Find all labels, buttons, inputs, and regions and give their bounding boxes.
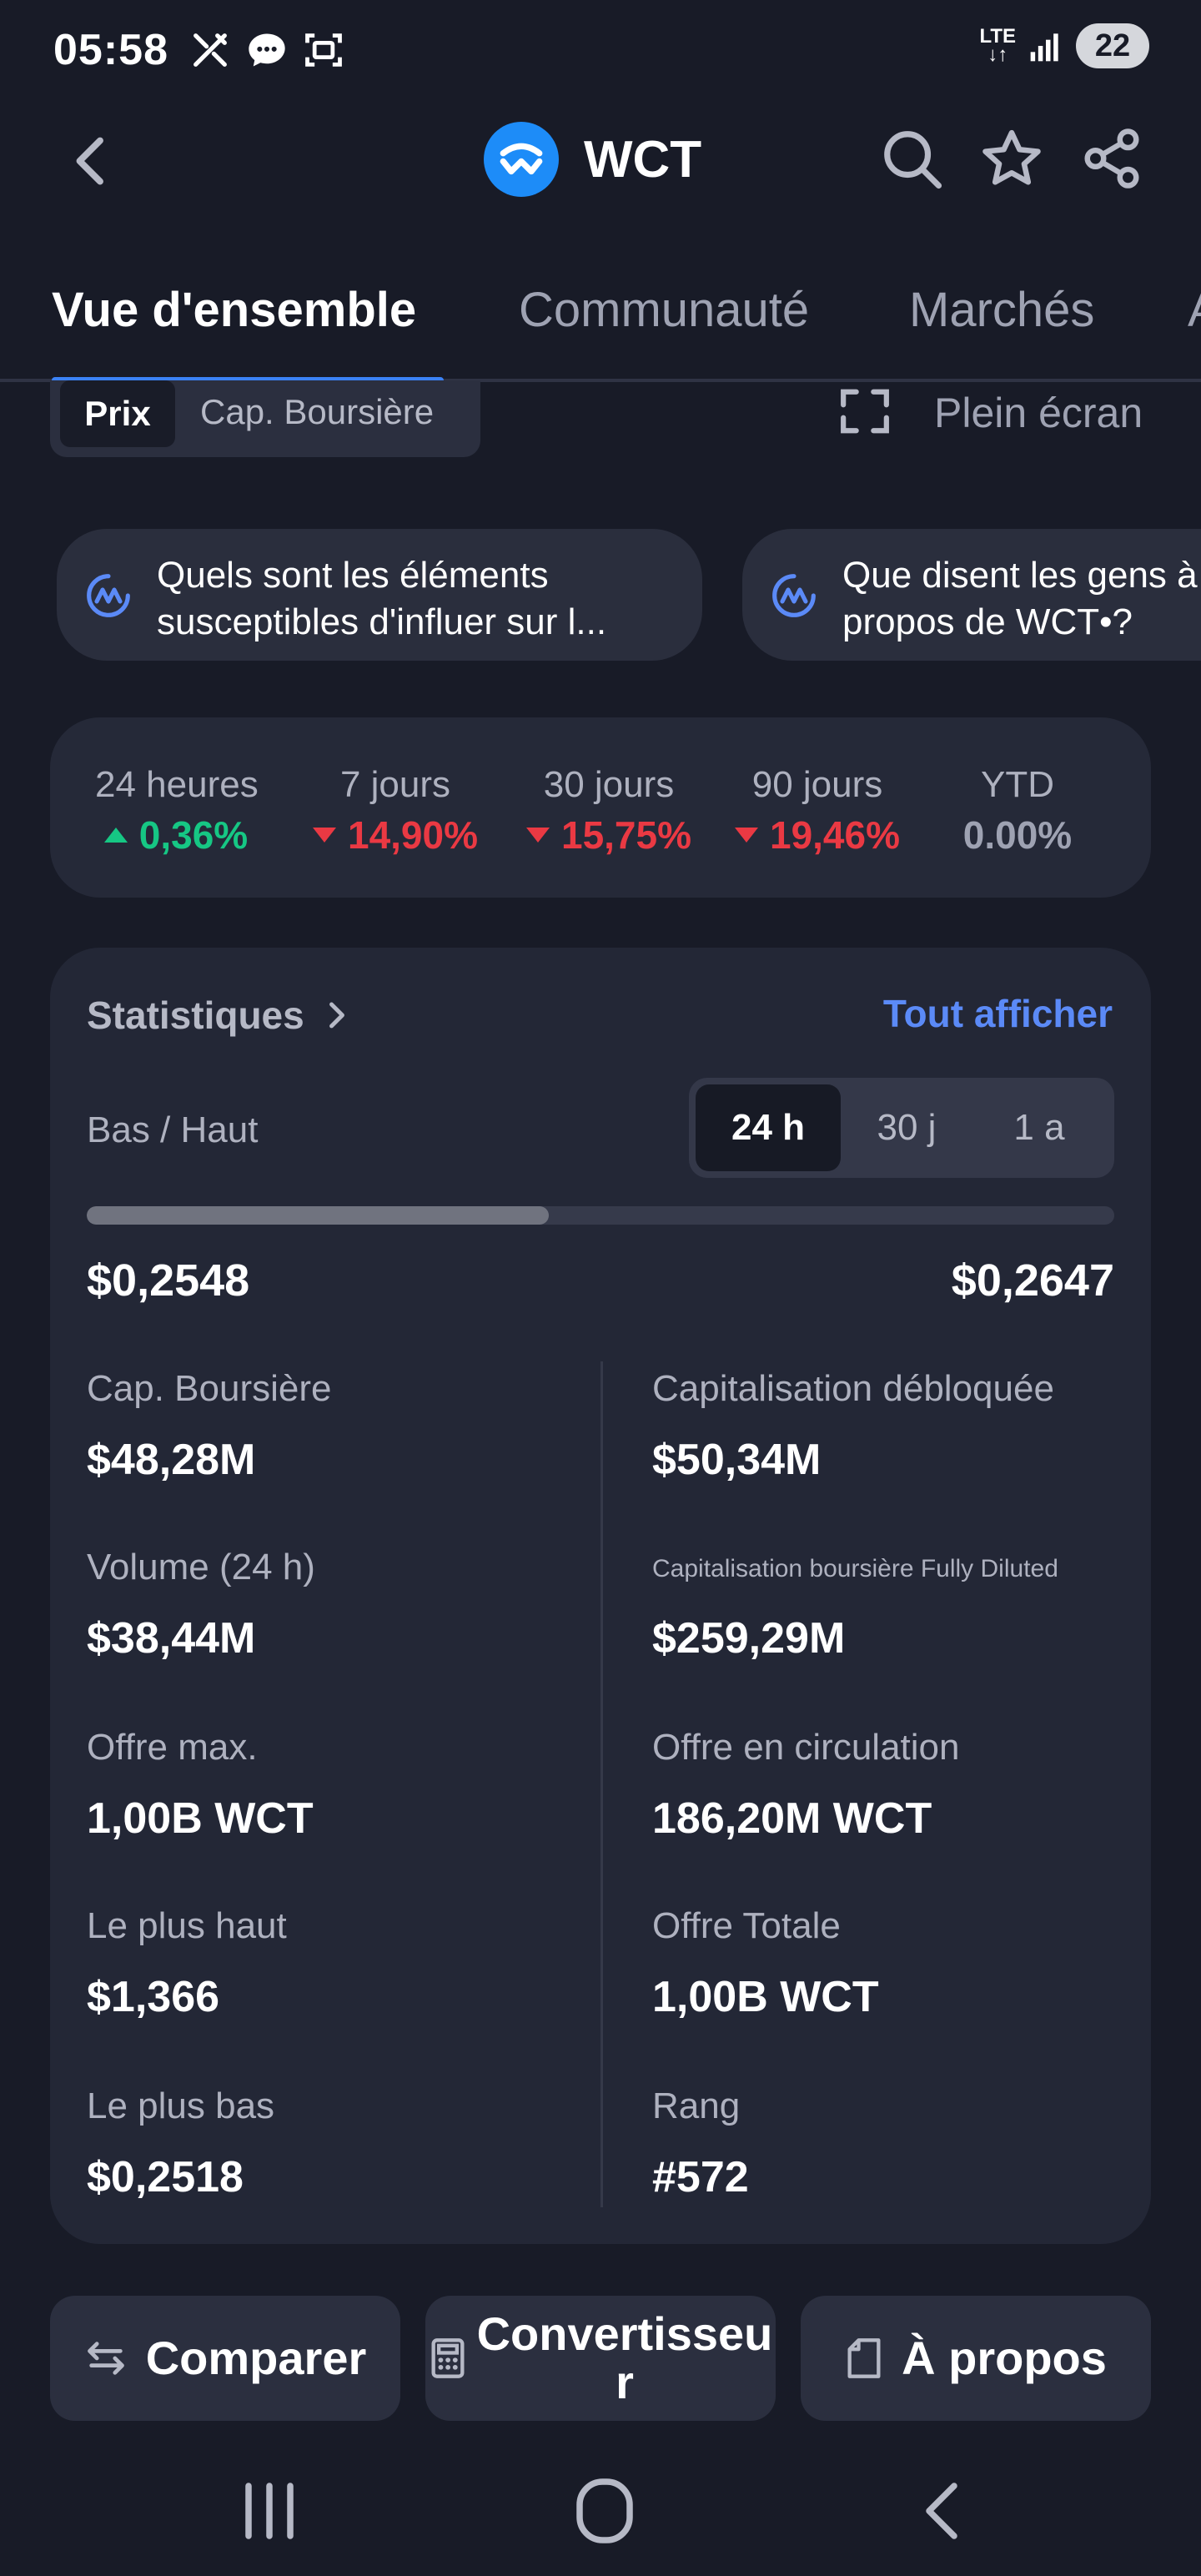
coin-logo xyxy=(484,122,559,197)
arrow-down-icon xyxy=(525,828,550,843)
back-arrow-icon[interactable] xyxy=(65,132,112,190)
stat-value: $1,366 xyxy=(87,1973,220,2021)
stats-divider xyxy=(600,1361,603,2207)
low-high-bar xyxy=(87,1206,1114,1225)
arrow-down-icon xyxy=(312,828,336,843)
stat-label: Volume (24 h) xyxy=(87,1547,315,1587)
stat-value: 186,20M WCT xyxy=(652,1794,932,1843)
coin-title: WCT xyxy=(584,131,702,189)
low-high-bar-fill xyxy=(87,1206,550,1225)
stat-value: 1,00B WCT xyxy=(652,1973,879,2021)
stat-label: Le plus haut xyxy=(87,1905,287,1946)
tools-icon xyxy=(193,33,227,67)
stat-value: $48,28M xyxy=(87,1436,256,1484)
perf-7d: 7 jours 14,90% xyxy=(304,764,487,858)
signal-icon xyxy=(1030,33,1058,62)
stat-label: Offre en circulation xyxy=(652,1727,960,1768)
calculator-icon xyxy=(431,2338,465,2378)
ai-assistant-icon xyxy=(772,574,816,617)
low-high-label: Bas / Haut xyxy=(87,1109,259,1150)
perf-label: 24 heures xyxy=(95,764,259,805)
range-30d[interactable]: 30 j xyxy=(877,1107,937,1148)
network-type: LTE ↓↑ xyxy=(979,25,1016,66)
status-time: 05:58 xyxy=(53,26,168,74)
ai-prompt-text: Que disent les gens à propos de WCT•? xyxy=(842,555,1198,642)
battery-indicator: 22 xyxy=(1076,23,1149,68)
back-nav-icon[interactable] xyxy=(904,2478,979,2544)
fullscreen-icon[interactable] xyxy=(839,385,891,437)
toggle-price[interactable]: Prix xyxy=(60,380,175,447)
stat-value: $259,29M xyxy=(652,1614,846,1663)
tab-overview[interactable]: Vue d'ensemble xyxy=(52,283,417,337)
high-value: $0,2647 xyxy=(951,1255,1114,1306)
tab-divider xyxy=(0,379,1201,382)
stat-value: #572 xyxy=(652,2153,749,2201)
perf-value: 19,46% xyxy=(769,813,900,857)
low-value: $0,2548 xyxy=(87,1255,250,1306)
perf-value: 14,90% xyxy=(347,813,478,857)
fullscreen-label[interactable]: Plein écran xyxy=(934,390,1143,436)
tab-community[interactable]: Communauté xyxy=(519,283,810,337)
ai-assistant-icon xyxy=(87,574,130,617)
stat-label: Capitalisation boursière Fully Diluted xyxy=(652,1555,1058,1582)
range-24h[interactable]: 24 h xyxy=(696,1084,841,1171)
tab-more[interactable]: A xyxy=(1188,282,1201,338)
ai-prompt-chip[interactable]: Que disent les gens à propos de WCT•? xyxy=(742,529,1201,661)
stat-label: Offre Totale xyxy=(652,1905,841,1946)
chevron-right-icon xyxy=(329,1002,344,1029)
status-notification-icons xyxy=(188,28,345,72)
stat-value: $0,2518 xyxy=(87,2153,244,2201)
statistics-header[interactable]: Statistiques xyxy=(87,993,348,1038)
range-1y[interactable]: 1 a xyxy=(1013,1107,1065,1148)
star-icon[interactable] xyxy=(979,125,1044,192)
range-selector: 24 h 30 j 1 a xyxy=(689,1078,1114,1178)
stat-value: $38,44M xyxy=(87,1614,256,1663)
perf-value: 15,75% xyxy=(560,813,691,857)
perf-label: 7 jours xyxy=(339,764,451,805)
perf-value: 0.00% xyxy=(962,813,1073,857)
perf-30d: 30 jours 15,75% xyxy=(517,764,701,858)
stat-label: Capitalisation débloquée xyxy=(652,1368,1054,1409)
perf-ytd: YTD 0.00% xyxy=(951,764,1084,858)
converter-label: Convertisseu r xyxy=(476,2307,773,2408)
see-all-link[interactable]: Tout afficher xyxy=(882,992,1113,1035)
perf-label: 30 jours xyxy=(543,764,675,805)
compare-button[interactable]: Comparer xyxy=(50,2296,400,2421)
stat-value: $50,34M xyxy=(652,1436,822,1484)
converter-button[interactable]: Convertisseu r xyxy=(425,2296,776,2421)
perf-value: 0,36% xyxy=(138,813,249,857)
stat-label: Le plus bas xyxy=(87,2085,275,2126)
tab-markets[interactable]: Marchés xyxy=(909,283,1095,337)
arrow-down-icon xyxy=(734,828,758,843)
stat-label: Rang xyxy=(652,2085,741,2126)
compare-label: Comparer xyxy=(145,2332,367,2384)
compare-arrows-icon xyxy=(87,2342,124,2375)
tab-bar: Vue d'ensemble Communauté Marchés A xyxy=(0,267,1201,385)
message-icon xyxy=(249,33,285,67)
performance-card: 24 heures 0,36% 7 jours 14,90% 30 jours … xyxy=(50,717,1151,898)
perf-90d: 90 jours 19,46% xyxy=(726,764,909,858)
search-icon[interactable] xyxy=(879,125,944,192)
statistics-title: Statistiques xyxy=(87,994,304,1037)
perf-label: 90 jours xyxy=(751,764,883,805)
about-button[interactable]: À propos xyxy=(801,2296,1151,2421)
status-right: LTE ↓↑ 22 xyxy=(979,23,1149,68)
home-icon[interactable] xyxy=(567,2478,642,2544)
stat-label: Cap. Boursière xyxy=(87,1368,332,1409)
document-icon xyxy=(847,2338,881,2378)
perf-24h: 24 heures 0,36% xyxy=(95,764,259,858)
about-label: À propos xyxy=(902,2332,1107,2384)
ai-prompt-text: Quels sont les éléments susceptibles d'i… xyxy=(157,555,607,642)
screenshot-icon xyxy=(305,33,342,67)
share-icon[interactable] xyxy=(1079,125,1144,192)
recent-apps-icon[interactable] xyxy=(232,2478,307,2544)
perf-label: YTD xyxy=(981,764,1054,805)
walletconnect-logo-icon xyxy=(500,143,543,175)
stat-label: Offre max. xyxy=(87,1727,258,1768)
stat-value: 1,00B WCT xyxy=(87,1794,314,1843)
arrow-up-icon xyxy=(103,828,128,843)
ai-prompt-chip[interactable]: Quels sont les éléments susceptibles d'i… xyxy=(57,529,702,661)
toggle-market-cap[interactable]: Cap. Boursière xyxy=(200,392,435,431)
